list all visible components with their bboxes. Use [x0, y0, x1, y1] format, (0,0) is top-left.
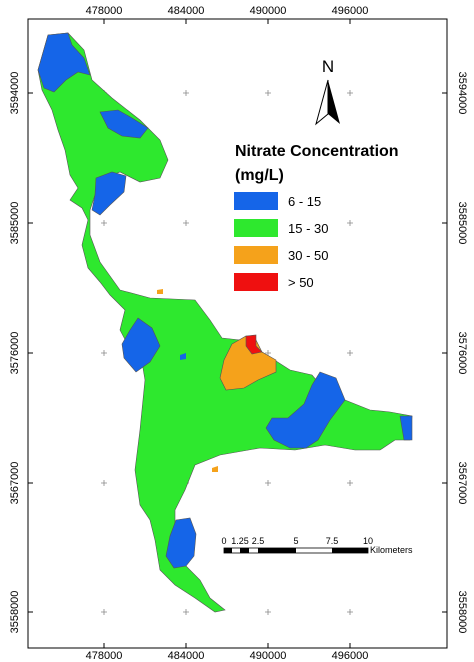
frame-ticks: [28, 19, 447, 648]
north-label: N: [322, 57, 334, 76]
y-axis-right: 3594000 3585000 3576000 3567000 3558000: [456, 72, 468, 634]
zone-6-15-upper: [99, 109, 149, 139]
zone-30-50-dot: [212, 466, 218, 472]
zone-6-15-dot: [180, 353, 186, 360]
y-axis-left: 3594000 3585000 3576000 3567000 3558000: [9, 72, 21, 634]
legend-title: Nitrate Concentration: [235, 143, 399, 160]
x-tick-label: 496000: [332, 5, 369, 17]
zone-6-15-east: [265, 371, 346, 449]
zone-30-50-dot: [157, 289, 163, 294]
x-tick-label: 490000: [250, 650, 287, 662]
legend-label: > 50: [288, 275, 314, 290]
x-tick-label: 496000: [332, 650, 369, 662]
y-tick-label: 3576000: [456, 332, 468, 375]
x-tick-label: 484000: [168, 5, 205, 17]
zone-gt-50: [245, 334, 263, 355]
scale-tick-label: 1.25: [231, 536, 249, 546]
scale-unit: Kilometers: [370, 545, 413, 555]
legend-label: 30 - 50: [288, 248, 328, 263]
legend-swatch: [234, 192, 278, 210]
y-tick-label: 3567000: [456, 462, 468, 505]
legend-swatch: [234, 273, 278, 291]
y-tick-label: 3585000: [456, 202, 468, 245]
y-tick-label: 3594000: [456, 72, 468, 115]
y-tick-label: 3594000: [9, 72, 21, 115]
x-tick-label: 490000: [250, 5, 287, 17]
y-tick-label: 3585000: [9, 202, 21, 245]
y-tick-label: 3576000: [9, 332, 21, 375]
scale-tick-label: 7.5: [326, 536, 339, 546]
scale-tick-label: 5: [293, 536, 298, 546]
zone-6-15-south: [165, 517, 197, 569]
scale-bar: 0 1.25 2.5 5 7.5 10 Kilometers: [221, 536, 413, 555]
scale-tick-label: 0: [221, 536, 226, 546]
legend: Nitrate Concentration (mg/L) 6 - 15 15 -…: [234, 143, 399, 291]
zone-6-15-mid-left: [91, 171, 127, 216]
zone-15-30-main: [37, 32, 413, 613]
scale-tick-label: 2.5: [252, 536, 265, 546]
scale-tick-label: 10: [363, 536, 373, 546]
x-tick-label: 478000: [86, 650, 123, 662]
zone-6-15-west: [121, 317, 161, 373]
y-tick-label: 3558000: [456, 591, 468, 634]
legend-label: 6 - 15: [288, 194, 321, 209]
north-arrow-icon: N: [315, 57, 340, 126]
y-tick-label: 3567000: [9, 462, 21, 505]
x-tick-label: 478000: [86, 5, 123, 17]
legend-swatch: [234, 246, 278, 264]
legend-label: 15 - 30: [288, 221, 328, 236]
x-tick-label: 484000: [168, 650, 205, 662]
x-axis-top: 478000 484000 490000 496000: [86, 5, 369, 17]
legend-unit: (mg/L): [235, 167, 284, 184]
y-tick-label: 3558000: [9, 591, 21, 634]
legend-swatch: [234, 219, 278, 237]
zone-6-15-far-east: [399, 415, 413, 441]
zone-6-15-northwest: [37, 32, 91, 93]
x-axis-bottom: 478000 484000 490000 496000: [86, 650, 369, 662]
